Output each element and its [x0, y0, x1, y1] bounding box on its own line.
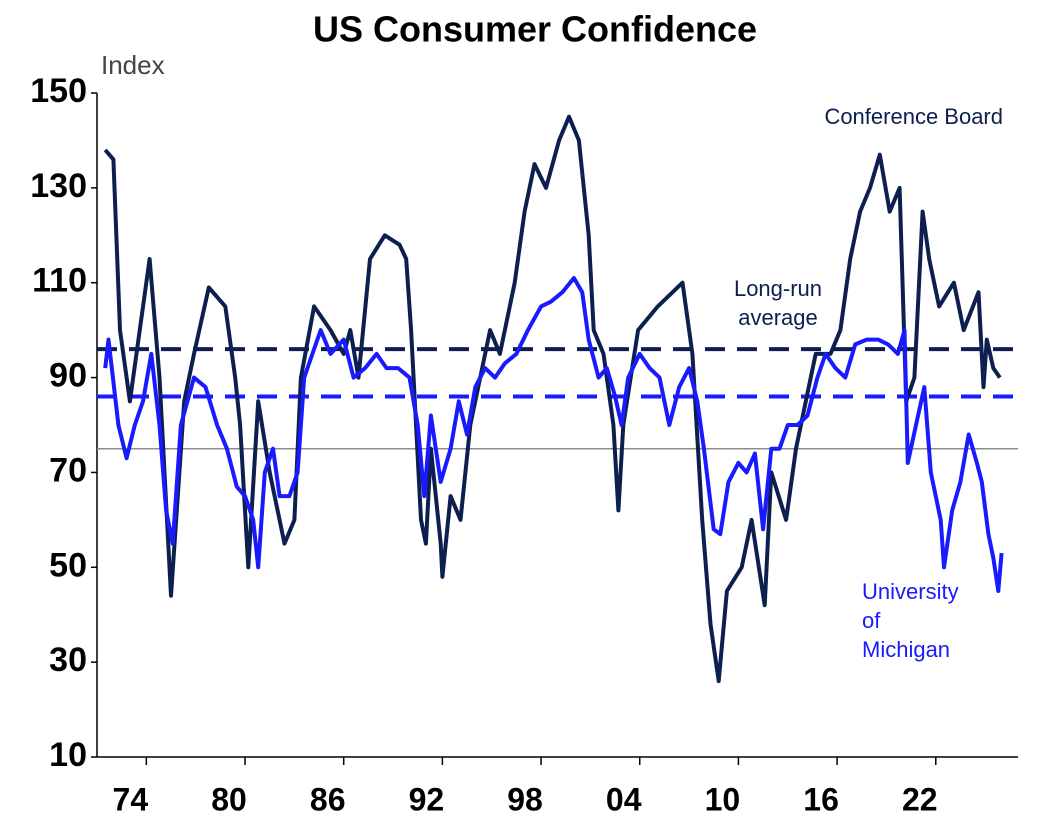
y-axis-label: Index [101, 50, 165, 80]
annotation: average [738, 305, 818, 330]
y-tick-label: 30 [49, 641, 87, 679]
x-tick-label: 74 [113, 781, 149, 817]
chart-title: US Consumer Confidence [313, 9, 757, 50]
annotation: Long-run [734, 276, 822, 301]
x-tick-label: 80 [211, 781, 247, 817]
x-tick-label: 92 [409, 781, 445, 817]
x-tick-label: 16 [803, 781, 839, 817]
y-tick-label: 10 [49, 736, 87, 774]
annotation: University [862, 579, 959, 604]
y-tick-label: 130 [30, 167, 87, 205]
series-line [103, 276, 1004, 593]
annotation: Conference Board [824, 104, 1003, 129]
x-tick-label: 98 [507, 781, 543, 817]
x-tick-label: 10 [705, 781, 741, 817]
x-tick-label: 04 [606, 781, 642, 817]
x-tick-label: 86 [310, 781, 346, 817]
y-tick-label: 150 [30, 72, 87, 110]
series-line [103, 114, 1002, 684]
annotation: of [862, 608, 881, 633]
annotation: Michigan [862, 637, 950, 662]
x-tick-label: 22 [902, 781, 938, 817]
y-tick-label: 90 [49, 357, 87, 395]
y-tick-label: 50 [49, 546, 87, 584]
y-tick-label: 70 [49, 451, 87, 489]
y-tick-label: 110 [32, 262, 87, 300]
